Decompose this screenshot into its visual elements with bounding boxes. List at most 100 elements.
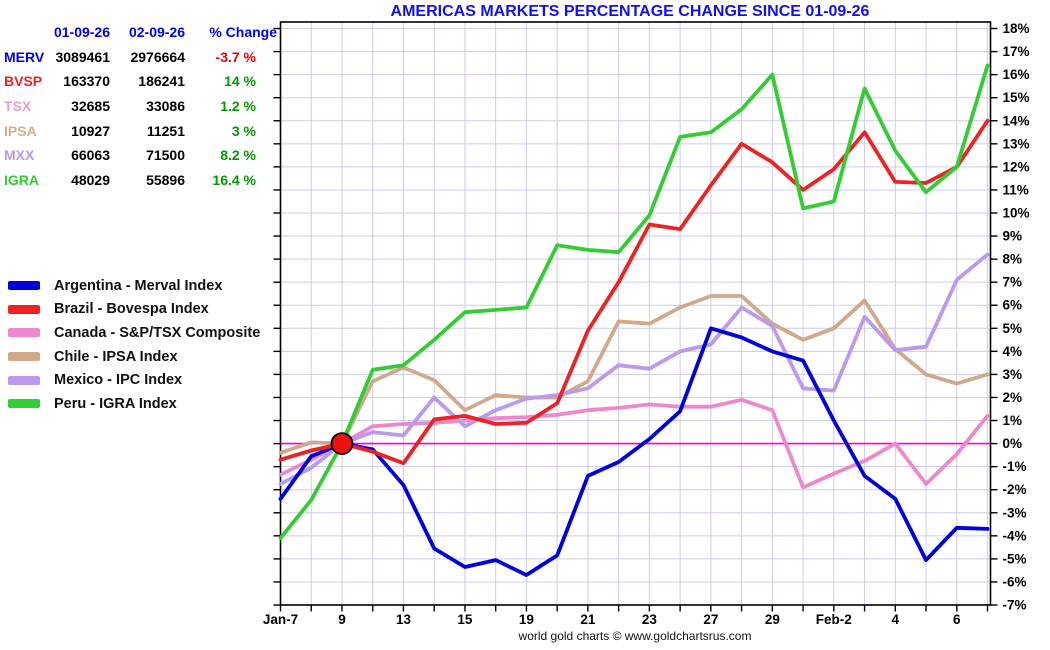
y-tick-label: -3%: [1003, 505, 1027, 520]
legend-color-swatch: [8, 375, 40, 385]
table-header-cell: % Change: [209, 24, 277, 41]
table-cell-start-value: 3089461: [55, 48, 110, 65]
y-tick-label: 0%: [1003, 436, 1023, 451]
y-tick-label: 15%: [1003, 90, 1030, 105]
table-cell-percent-change: 3 %: [231, 122, 256, 139]
table-row: IPSA 10927 11251 3 %: [4, 118, 277, 143]
table-cell-ticker: MXX: [4, 147, 35, 164]
legend-label: Argentina - Merval Index: [54, 277, 223, 294]
y-tick-label: 3%: [1003, 367, 1023, 382]
table-header-row: 01-09-26 02-09-26 % Change: [4, 20, 277, 45]
table-cell-start-value: 163370: [63, 73, 110, 90]
x-tick-label: 29: [765, 612, 780, 627]
table-row: MERV 3089461 2976664 -3.7 %: [4, 45, 277, 70]
table-cell-ticker: BVSP: [4, 73, 43, 90]
y-tick-label: -2%: [1003, 482, 1027, 497]
table-cell-end-value: 71500: [146, 147, 185, 164]
table-cell-ticker: TSX: [4, 98, 32, 115]
y-tick-label: 10%: [1003, 206, 1030, 221]
table-cell-start-value: 48029: [71, 171, 110, 188]
legend-item: Argentina - Merval Index: [8, 274, 260, 298]
legend-item: Brazil - Bovespa Index: [8, 298, 260, 322]
x-tick-label: Feb-2: [816, 612, 852, 627]
y-tick-label: -6%: [1003, 574, 1027, 589]
y-tick-label: 14%: [1003, 113, 1030, 128]
y-tick-label: 16%: [1003, 67, 1030, 82]
x-tick-label: Jan-7: [263, 612, 298, 627]
legend-item: Peru - IGRA Index: [8, 392, 260, 416]
table-cell-start-value: 66063: [71, 147, 110, 164]
legend-label: Chile - IPSA Index: [54, 348, 178, 365]
legend-color-swatch: [8, 352, 40, 362]
y-tick-label: 2%: [1003, 390, 1023, 405]
table-cell-start-value: 10927: [71, 122, 110, 139]
table-cell-start-value: 32685: [71, 98, 110, 115]
y-tick-label: 4%: [1003, 344, 1023, 359]
table-row: TSX 32685 33086 1.2 %: [4, 94, 277, 119]
plot-border: [279, 21, 992, 606]
x-tick-label: 9: [338, 612, 346, 627]
y-tick-label: -1%: [1003, 459, 1027, 474]
table-cell-end-value: 55896: [146, 171, 185, 188]
legend-label: Peru - IGRA Index: [54, 395, 177, 412]
y-tick-label: 17%: [1003, 44, 1030, 59]
table-cell-ticker: IGRA: [4, 171, 39, 188]
table-cell-end-value: 33086: [146, 98, 185, 115]
table-cell-percent-change: 16.4 %: [212, 171, 256, 188]
legend-color-swatch: [8, 328, 40, 338]
y-tick-label: 11%: [1003, 182, 1029, 197]
table-header-cell: 01-09-26: [53, 24, 110, 41]
legend-color-swatch: [8, 399, 40, 409]
table-row: IGRA 48029 55896 16.4 %: [4, 168, 277, 193]
y-tick-label: 8%: [1003, 252, 1023, 267]
legend-item: Mexico - IPC Index: [8, 368, 260, 392]
table-row: MXX 66063 71500 8.2 %: [4, 143, 277, 168]
legend-label: Brazil - Bovespa Index: [54, 301, 209, 318]
legend-label: Mexico - IPC Index: [54, 372, 183, 389]
table-cell-end-value: 11251: [146, 122, 185, 139]
table-cell-ticker: IPSA: [4, 122, 37, 139]
y-tick-label: -4%: [1003, 528, 1027, 543]
x-tick-label: 13: [396, 612, 412, 627]
table-header-cell: 02-09-26: [128, 24, 185, 41]
table-cell-end-value: 2976664: [130, 48, 185, 65]
x-tick-label: 15: [457, 612, 473, 627]
y-tick-label: 5%: [1003, 321, 1023, 336]
series-line-chile-ipsa-index: [278, 294, 990, 455]
y-tick-label: 6%: [1003, 298, 1023, 313]
legend-color-swatch: [8, 304, 40, 314]
legend-label: Canada - S&P/TSX Composite: [54, 324, 261, 341]
y-tick-label: 12%: [1003, 159, 1030, 174]
x-tick-label: 6: [953, 612, 961, 627]
y-tick-label: -7%: [1003, 598, 1027, 613]
series-line-canada-s-p-tsx-composite: [278, 397, 990, 490]
table-row: BVSP 163370 186241 14 %: [4, 69, 277, 94]
x-tick-label: 4: [892, 612, 900, 627]
page-title: AMERICAS MARKETS PERCENTAGE CHANGE SINCE…: [390, 3, 870, 20]
origin-marker-dot: [330, 432, 354, 456]
y-tick-label: -5%: [1003, 551, 1027, 566]
table-cell-percent-change: 14 %: [224, 73, 256, 90]
y-tick-label: 7%: [1003, 275, 1023, 290]
y-tick-label: 13%: [1003, 136, 1030, 151]
chart-legend: Argentina - Merval Index Brazil - Bovespa…: [8, 274, 260, 416]
series-line-peru-igra-index: [278, 63, 990, 540]
table-cell-end-value: 186241: [138, 73, 185, 90]
series-line-mexico-ipc-index: [278, 252, 990, 486]
series-line-brazil-bovespa-index: [278, 118, 990, 466]
y-tick-label: 1%: [1003, 413, 1023, 428]
table-cell-ticker: MERV: [4, 48, 45, 65]
x-tick-label: 23: [642, 612, 658, 627]
y-tick-label: 18%: [1003, 21, 1030, 36]
table-cell-percent-change: 1.2 %: [220, 98, 256, 115]
y-tick-label: 9%: [1003, 229, 1023, 244]
chart-footer: world gold charts © www.goldchartsrus.co…: [518, 629, 752, 643]
x-tick-label: 21: [580, 612, 596, 627]
x-tick-label: 27: [703, 612, 718, 627]
series-line-argentina-merval-index: [278, 326, 990, 577]
legend-item: Canada - S&P/TSX Composite: [8, 321, 260, 345]
x-tick-label: 19: [519, 612, 534, 627]
legend-color-swatch: [8, 281, 40, 291]
market-summary-table: 01-09-26 02-09-26 % Change MERV 3089461 29766…: [4, 20, 277, 192]
